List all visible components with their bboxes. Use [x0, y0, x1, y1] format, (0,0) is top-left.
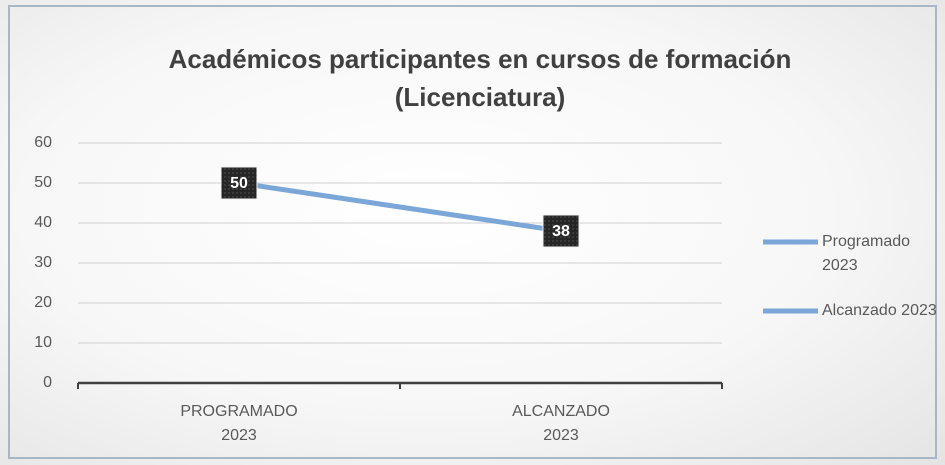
line	[236, 180, 564, 234]
x-tick-label: ALCANZADO 2023	[512, 403, 610, 444]
y-tick-label: 20	[34, 294, 52, 311]
legend-label: Alcanzado 2023	[822, 302, 937, 319]
x-tick-label: PROGRAMADO 2023	[180, 403, 298, 444]
data-label-box	[220, 166, 258, 200]
data-label-box	[542, 214, 580, 248]
y-tick-label: 60	[34, 134, 52, 151]
y-tick-label: 0	[43, 374, 52, 391]
data-label: 38	[552, 223, 570, 240]
y-tick-label: 10	[34, 334, 52, 351]
frame	[8, 5, 937, 459]
legend-label: Programado 2023	[822, 233, 911, 274]
data-label: 50	[230, 175, 248, 192]
y-tick-label: 40	[34, 214, 52, 231]
y-tick-label: 50	[34, 174, 52, 191]
chart-title: Académicos participantes en cursos de fo…	[168, 44, 792, 112]
y-tick-label: 30	[34, 254, 52, 271]
